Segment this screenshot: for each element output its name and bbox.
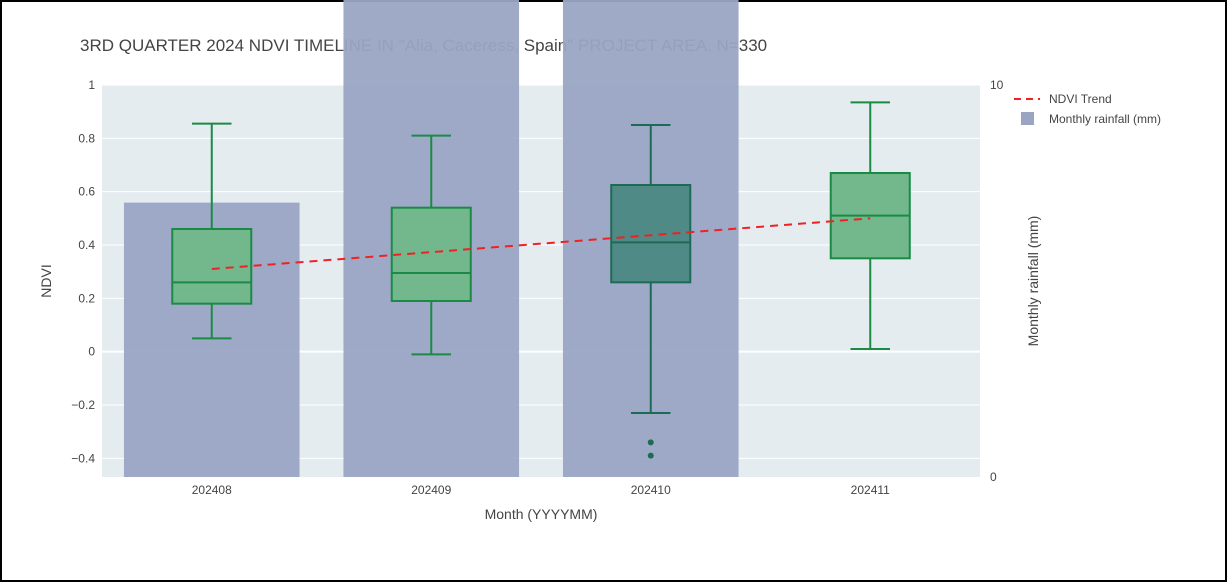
y-axis-ticks: 1 0.8 0.6 0.4 0.2 0 −0.2 −0.4 [71,78,95,465]
box-202408 [171,122,253,340]
y-tick-label: 0 [88,345,95,359]
x-tick-label: 202409 [411,483,451,497]
x-tick-label: 202410 [631,483,671,497]
x-tick-label: 202408 [192,483,232,497]
legend: NDVI Trend Monthly rainfall (mm) [1014,92,1161,126]
x-axis-ticks: 202408 202409 202410 202411 [192,483,890,497]
y2-tick-label: 0 [990,470,997,484]
y-tick-label: 0.6 [78,185,95,199]
outlier-point [647,439,654,446]
y2-tick-label: 10 [990,78,1004,92]
y-tick-label: 0.8 [78,131,95,145]
y-tick-label: −0.2 [71,398,95,412]
y-tick-label: 0.2 [78,291,95,305]
outlier-point [647,452,654,459]
x-tick-label: 202411 [851,483,890,497]
x-axis-title: Month (YYYYMM) [485,506,598,522]
y-tick-label: 1 [88,78,95,92]
box-iqr [171,228,253,305]
legend-rainfall-label: Monthly rainfall (mm) [1049,112,1161,126]
legend-trend-label: NDVI Trend [1049,92,1112,106]
box-202411 [829,101,911,350]
y-tick-label: −0.4 [71,451,95,465]
y-axis-title: NDVI [38,264,54,297]
box-plots [171,101,911,459]
y2-axis-ticks: 02040608010 [990,78,1004,484]
y2-axis-title: Monthly rainfall (mm) [1025,216,1041,347]
y-tick-label: 0.4 [78,238,95,252]
box-iqr [390,206,472,303]
box-202409 [390,134,472,356]
ndvi-trend-line [211,217,871,270]
legend-rainfall-swatch [1021,112,1034,125]
trend-line [211,217,871,270]
